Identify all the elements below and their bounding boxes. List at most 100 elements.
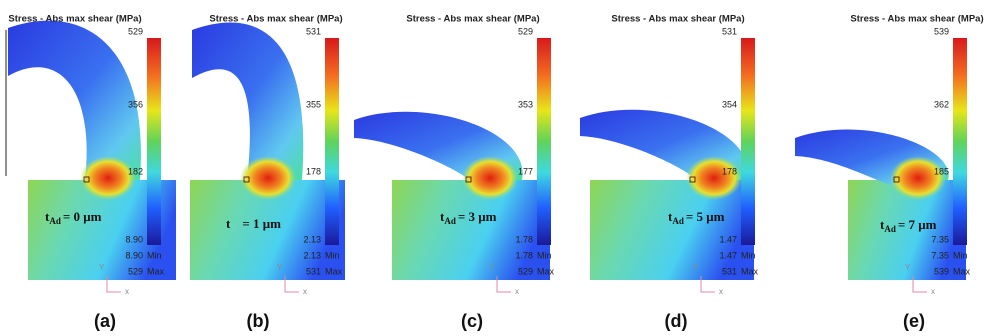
max-value: 529 [128,266,143,276]
colorbar-label: 531 [306,26,321,36]
thickness-annotation: tAd = 7 μm [880,217,937,234]
axis-y-label: Y [489,263,495,272]
colorbar-label: 178 [722,166,737,176]
axis-y-label: Y [693,263,699,272]
axis-triad [284,276,299,293]
plot-title: Stress - Abs max shear (MPa) [406,14,539,25]
axis-y-label: Y [277,263,283,272]
thickness-annotation: tAd = 0 μm [45,209,102,226]
min-value: 7.35 [931,250,949,260]
colorbar-label: 7.35 [931,234,949,244]
plot-title: Stress - Abs max shear (MPa) [8,14,141,25]
node-marker [83,176,90,183]
annotation-rest: = 5 μm [686,209,725,224]
annotation-rest: = 7 μm [898,217,937,232]
colorbar-label: 8.90 [125,234,143,244]
axis-triad [700,276,715,293]
annotation-t: t [226,216,231,231]
colorbar-label: 355 [306,99,321,109]
colorbar-label: 356 [128,99,143,109]
panel: Stress - Abs max shear (MPa)5313541781.4… [580,14,759,331]
axis-x-label: x [719,287,723,296]
stress-hotspot [686,156,742,200]
base-block [392,180,550,280]
annotation-rest: = 0 μm [63,209,102,224]
max-label: Max [953,266,971,276]
axis-x-label: x [515,287,519,296]
min-label: Min [537,250,552,260]
axis-triad [912,276,927,293]
min-label: Min [953,250,968,260]
min-label: Min [741,250,756,260]
max-value: 531 [306,266,321,276]
node-marker [243,176,250,183]
panel-caption: (d) [665,311,688,331]
axis-triad [106,276,121,293]
node-marker [893,176,900,183]
node-marker [689,176,696,183]
colorbar-label: 531 [722,26,737,36]
colorbar [953,38,967,245]
colorbar-label: 1.47 [719,234,737,244]
min-value: 8.90 [125,250,143,260]
min-value: 1.78 [515,250,533,260]
colorbar-label: 529 [518,26,533,36]
panel-caption: (c) [461,311,483,331]
annotation-t: t [440,209,445,224]
panel: Stress - Abs max shear (MPa)5313551782.1… [190,14,345,331]
min-value: 2.13 [303,250,321,260]
min-label: Min [147,250,162,260]
axis-x-label: x [125,287,129,296]
stress-hotspot [890,156,946,200]
thickness-annotation: t = 1 μm [226,216,281,231]
arc-body [8,20,141,180]
plot-title: Stress - Abs max shear (MPa) [209,14,342,25]
colorbar [741,38,755,245]
axis-x-label: x [303,287,307,296]
colorbar-label: 539 [934,26,949,36]
panel-caption: (b) [247,311,270,331]
colorbar-label: 1.78 [515,234,533,244]
max-value: 539 [934,266,949,276]
arc-body [192,22,304,180]
annotation-sub: Ad [49,216,61,226]
node-marker [465,176,472,183]
plot-title: Stress - Abs max shear (MPa) [611,14,744,25]
annotation-sub: Ad [444,216,456,226]
colorbar-label: 2.13 [303,234,321,244]
max-label: Max [147,266,165,276]
thickness-annotation: tAd = 3 μm [440,209,497,226]
axis-y-label: Y [905,263,911,272]
annotation-rest: = 3 μm [458,209,497,224]
panel: Stress - Abs max shear (MPa)5293531771.7… [354,14,555,331]
stress-hotspot [80,156,136,200]
annotation-t: t [45,209,50,224]
colorbar-label: 178 [306,166,321,176]
stress-hotspot [462,156,518,200]
colorbar [147,38,161,245]
axis-triad [496,276,511,293]
max-value: 531 [722,266,737,276]
axis-x-label: x [931,287,935,296]
colorbar-label: 529 [128,26,143,36]
min-value: 1.47 [719,250,737,260]
max-label: Max [741,266,759,276]
colorbar-label: 177 [518,166,533,176]
colorbar-label: 182 [128,166,143,176]
axis-y-label: Y [99,263,105,272]
annotation-sub: Ad [672,216,684,226]
panel: Stress - Abs max shear (MPa)5293561828.9… [8,14,176,331]
colorbar [325,38,339,245]
annotation-rest: = 1 μm [242,216,281,231]
colorbar-label: 353 [518,99,533,109]
colorbar-label: 354 [722,99,737,109]
stress-hotspot [240,156,296,200]
annotation-t: t [880,217,885,232]
max-value: 529 [518,266,533,276]
max-label: Max [537,266,555,276]
max-label: Max [325,266,343,276]
annotation-t: t [668,209,673,224]
panel-caption: (a) [94,311,116,331]
panel: Stress - Abs max shear (MPa)5393621857.3… [795,14,984,331]
